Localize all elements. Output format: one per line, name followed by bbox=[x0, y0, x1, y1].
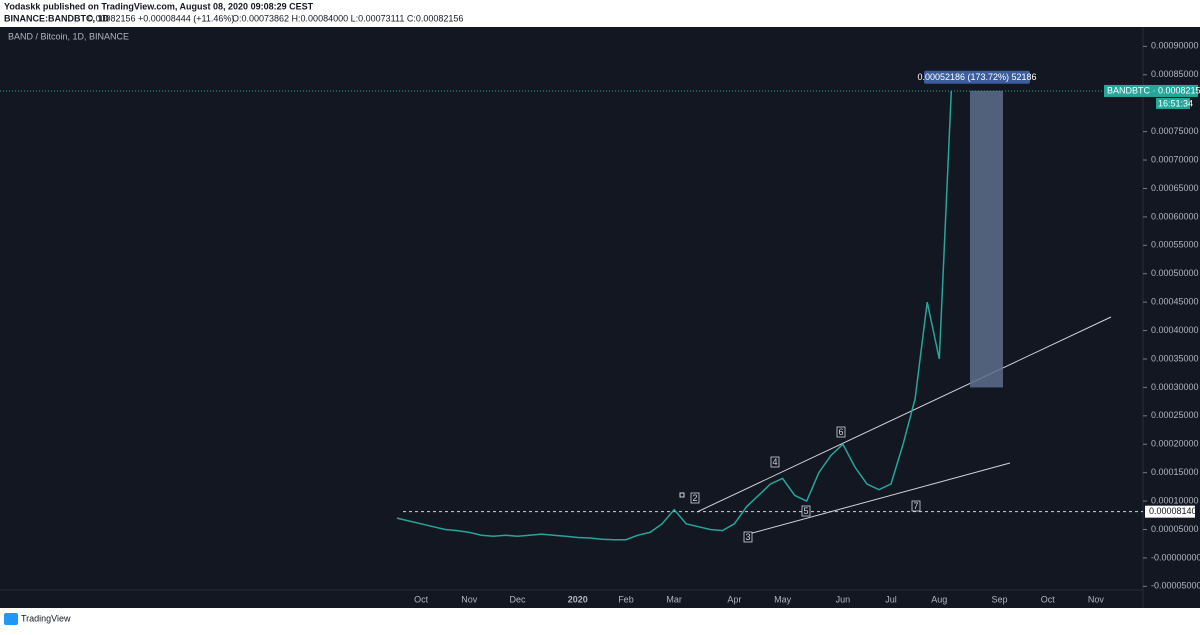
y-tick-label: 0.00020000 bbox=[1151, 439, 1199, 449]
annotation: 7 bbox=[913, 501, 918, 511]
x-tick-label: May bbox=[774, 594, 792, 604]
y-tick-label: 0.00015000 bbox=[1151, 467, 1199, 477]
annotation-box bbox=[690, 492, 700, 504]
annotation-box bbox=[743, 531, 753, 543]
marker bbox=[679, 492, 685, 498]
y-tick-label: 0.00050000 bbox=[1151, 268, 1199, 278]
countdown: 16:51:34 bbox=[1158, 98, 1193, 108]
annotation: 3 bbox=[745, 532, 750, 542]
price-line bbox=[396, 90, 953, 541]
y-tick-label: -0.00005000 bbox=[1151, 581, 1200, 591]
y-tick-label: 0.00065000 bbox=[1151, 183, 1199, 193]
measure-badge bbox=[924, 70, 1030, 84]
trend-line bbox=[744, 462, 1011, 536]
logo bbox=[4, 613, 18, 625]
annotation-box bbox=[836, 426, 846, 438]
y-tick-label: 0.00045000 bbox=[1151, 297, 1199, 307]
x-tick-label: Jun bbox=[836, 594, 851, 604]
measure-label: 0.00052186 (173.72%) 52186 bbox=[917, 72, 1036, 82]
annotation-box bbox=[801, 505, 811, 517]
x-tick-label: Sep bbox=[991, 594, 1007, 604]
y-tick-label: 0.00010000 bbox=[1151, 495, 1199, 505]
y-tick-label: 0.00075000 bbox=[1151, 126, 1199, 136]
publisher: Yodaskk published on TradingView.com, Au… bbox=[4, 1, 314, 11]
y-tick-label: 0.00040000 bbox=[1151, 325, 1199, 335]
x-tick-label: Nov bbox=[1088, 594, 1105, 604]
annotation: 6 bbox=[838, 427, 843, 437]
x-tick-label: Jul bbox=[885, 594, 897, 604]
y-tick-label: -0.00000000 bbox=[1151, 552, 1200, 562]
y-tick-label: 0.00005000 bbox=[1151, 524, 1199, 534]
ohlc: O:0.00073862 H:0.00084000 L:0.00073111 C… bbox=[232, 13, 463, 23]
y-tick-label: 0.00025000 bbox=[1151, 410, 1199, 420]
countdown-badge bbox=[1156, 97, 1190, 109]
level-badge bbox=[1145, 505, 1195, 518]
last-price-badge bbox=[1104, 84, 1198, 97]
brand: TradingView bbox=[21, 613, 71, 623]
x-tick-label: Nov bbox=[461, 594, 478, 604]
last-price-label: BANDBTC · 0.00082156 bbox=[1107, 85, 1200, 95]
y-tick-label: 0.00085000 bbox=[1151, 69, 1199, 79]
y-tick-label: 0.00090000 bbox=[1151, 41, 1199, 51]
annotation: 4 bbox=[772, 457, 777, 467]
symbol: BINANCE:BANDBTC, 1D bbox=[4, 13, 109, 23]
x-tick-label: Oct bbox=[414, 594, 429, 604]
level-label: 0.00008140 bbox=[1149, 506, 1197, 516]
x-tick-label: Dec bbox=[509, 594, 526, 604]
y-tick-label: 0.00030000 bbox=[1151, 382, 1199, 392]
x-tick-label: Mar bbox=[666, 594, 682, 604]
x-tick-label: 2020 bbox=[568, 594, 588, 604]
x-tick-label: Feb bbox=[618, 594, 634, 604]
x-tick-label: Aug bbox=[931, 594, 947, 604]
x-tick-label: Apr bbox=[727, 594, 741, 604]
y-tick-label: 0.00070000 bbox=[1151, 154, 1199, 164]
chart-title: BAND / Bitcoin, 1D, BINANCE bbox=[8, 31, 129, 41]
annotation: 2 bbox=[692, 493, 697, 503]
price: 0.00082156 bbox=[88, 13, 136, 23]
trend-line bbox=[696, 316, 1112, 513]
x-tick-label: Oct bbox=[1041, 594, 1056, 604]
measure-box bbox=[970, 90, 1003, 388]
chart-bg bbox=[0, 27, 1200, 608]
y-tick-label: 0.00060000 bbox=[1151, 211, 1199, 221]
annotation: 5 bbox=[803, 506, 808, 516]
change: +0.00008444 (+11.46%) bbox=[138, 13, 234, 23]
annotation-box bbox=[911, 500, 921, 512]
annotation-box bbox=[770, 456, 780, 468]
y-tick-label: 0.00035000 bbox=[1151, 353, 1199, 363]
y-tick-label: 0.00055000 bbox=[1151, 240, 1199, 250]
